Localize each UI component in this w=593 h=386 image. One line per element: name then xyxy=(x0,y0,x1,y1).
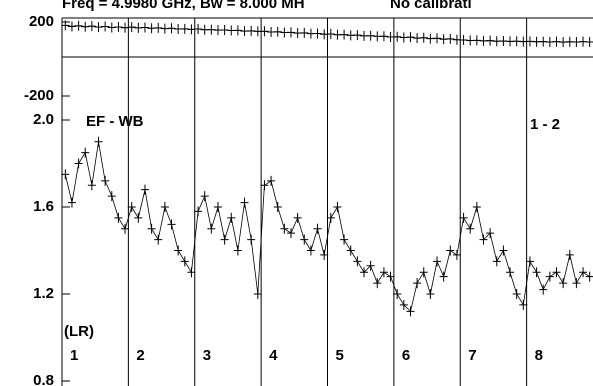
segment-label: 6 xyxy=(402,347,410,364)
segment-label: 5 xyxy=(336,347,344,364)
y-tick-label: -200 xyxy=(24,87,54,104)
segment-label: 7 xyxy=(468,347,476,364)
chart-subtitle: No calibrati xyxy=(390,0,472,12)
segment-label: 8 xyxy=(535,347,543,364)
y-tick-label: 2.0 xyxy=(33,111,54,128)
data-line xyxy=(65,24,590,43)
y-tick-label: 1.6 xyxy=(33,198,54,215)
segment-label: 1 xyxy=(70,347,78,364)
y-tick-label: 200 xyxy=(29,13,54,30)
annotation: (LR) xyxy=(64,323,94,340)
data-line xyxy=(64,141,590,313)
annotation: 1 - 2 xyxy=(530,116,560,133)
marker xyxy=(61,169,70,180)
segment-label: 2 xyxy=(136,347,144,364)
segment-label: 4 xyxy=(269,347,278,364)
y-tick-label: 0.8 xyxy=(33,372,54,386)
segment-label: 3 xyxy=(203,347,211,364)
annotation: EF - WB xyxy=(86,113,144,130)
y-tick-label: 1.2 xyxy=(33,285,54,302)
chart-title: Freq = 4.9980 GHz, Bw = 8.000 MH xyxy=(62,0,305,12)
